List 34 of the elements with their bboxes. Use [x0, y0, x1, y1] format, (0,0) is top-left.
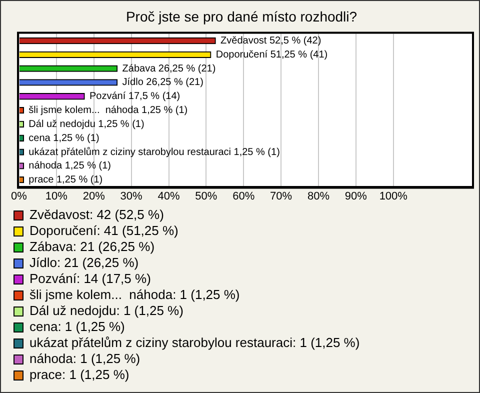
legend-label: Zvědavost: 42 (52,5 %) — [30, 207, 164, 222]
x-tick-label: 60% — [232, 190, 255, 202]
data-label: prace 1,25 % (1) — [28, 174, 103, 186]
legend-label: cena: 1 (1,25 %) — [30, 319, 125, 334]
x-tick-label: 0% — [11, 190, 28, 202]
data-label: Pozvání 17,5 % (14) — [90, 91, 180, 102]
data-label: Jídlo 26,25 % (21) — [122, 77, 204, 88]
x-tick-label: 90% — [344, 190, 368, 202]
x-tick-label: 100% — [379, 190, 408, 202]
chart-title: Proč jste se pro dané místo rozhodli? — [126, 8, 358, 24]
legend-label: Jídlo: 21 (26,25 %) — [30, 255, 139, 270]
data-label: ukázat přátelům z ciziny starobylou restauraci 1,25 % (1) — [28, 146, 280, 158]
x-tick-label: 70% — [270, 190, 292, 202]
data-label: Dál už nedojdu 1,25 % (1) — [28, 118, 144, 130]
data-label: náhoda 1,25 % (1) — [28, 160, 111, 172]
x-tick-label: 30% — [120, 190, 143, 202]
x-tick-label: 50% — [195, 190, 218, 202]
legend-label: Dál už nedojdu: 1 (1,25 %) — [30, 303, 184, 318]
legend-label: náhoda: 1 (1,25 %) — [30, 351, 140, 366]
legend-label: ukázat přátelům z ciziny starobylou restauraci: 1 (1,25 %) — [30, 335, 360, 350]
data-label: cena 1,25 % (1) — [28, 132, 100, 144]
x-tick-label: 80% — [307, 190, 330, 202]
data-label: Doporučení 51,25 % (41) — [216, 49, 328, 60]
data-label: Zábava 26,25 % (21) — [122, 63, 216, 74]
data-label: šli jsme kolem... náhoda 1,25 % (1) — [28, 105, 188, 116]
x-tick-label: 10% — [45, 190, 68, 202]
data-label: Zvědavost 52,5 % (42) — [220, 36, 322, 47]
legend-label: šli jsme kolem... náhoda: 1 (1,25 %) — [30, 287, 240, 302]
x-tick-label: 20% — [82, 190, 106, 202]
legend-label: Pozvání: 14 (17,5 %) — [30, 271, 151, 286]
legend-label: Zábava: 21 (26,25 %) — [30, 239, 155, 254]
legend-label: Doporučení: 41 (51,25 %) — [30, 223, 178, 238]
legend-label: prace: 1 (1,25 %) — [30, 367, 130, 382]
x-tick-label: 40% — [158, 190, 180, 202]
